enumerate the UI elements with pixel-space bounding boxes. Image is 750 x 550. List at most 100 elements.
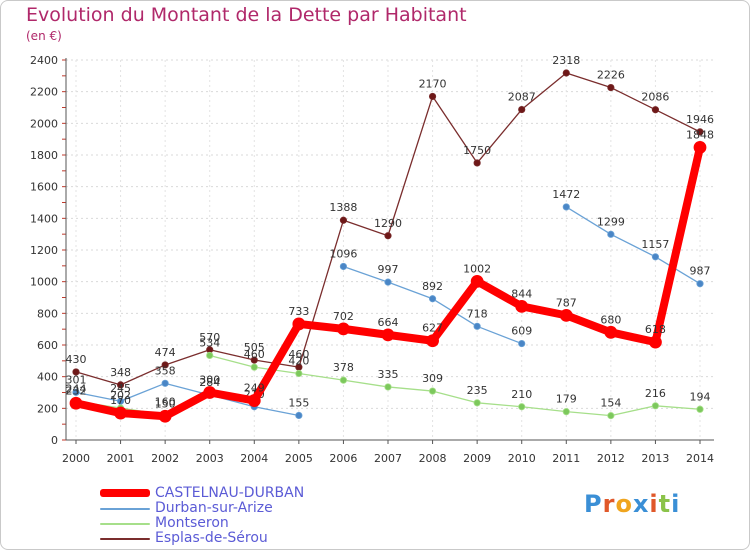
data-label-durban-sur-arize: 718 [467,307,488,320]
data-point-durban-sur-arize [607,230,615,238]
x-tick-label: 2006 [329,452,357,465]
series-segment-castelnau-durban [384,330,437,345]
series-segment-castelnau-durban [651,143,704,347]
series-segment-castelnau-durban [161,388,214,421]
y-tick-label: 1800 [30,149,58,162]
data-point-castelnau-durban [158,409,172,423]
proxiti-logo: Proxiti [584,490,681,518]
data-label-durban-sur-arize: 987 [690,265,711,278]
data-label-montseron: 194 [690,390,711,403]
data-point-montseron [295,369,303,378]
data-point-esplas-de-s-rou [72,368,80,376]
data-point-esplas-de-s-rou [161,361,169,369]
data-label-castelnau-durban: 664 [378,316,399,329]
series-segment-castelnau-durban [473,277,526,311]
data-label-esplas-de-s-rou: 1946 [686,113,714,126]
data-point-esplas-de-s-rou [116,381,125,389]
x-tick-label: 2013 [641,452,669,465]
series-segment-castelnau-durban [562,311,615,337]
data-point-montseron [651,402,660,410]
data-point-montseron [473,399,481,407]
series-segment-esplas-de-s-rou [119,364,166,386]
series-segment-durban-sur-arize [119,382,166,402]
legend-swatch [100,538,150,540]
x-tick-label: 2005 [285,452,313,465]
data-label-castelnau-durban: 249 [244,382,265,395]
series-segment-montseron [431,390,478,404]
data-point-durban-sur-arize [72,388,80,396]
series-segment-castelnau-durban [250,319,303,405]
y-tick-label: 400 [37,371,58,384]
series-segment-esplas-de-s-rou [521,72,567,111]
series-segment-durban-sur-arize [253,406,300,417]
data-point-castelnau-durban [604,325,618,339]
data-label-montseron: 244 [66,382,87,395]
series-segment-esplas-de-s-rou [431,95,478,164]
data-label-esplas-de-s-rou: 1750 [463,144,491,157]
data-label-esplas-de-s-rou: 460 [288,348,309,361]
data-label-durban-sur-arize: 284 [199,376,220,389]
legend-swatch [100,508,150,510]
data-point-durban-sur-arize [428,295,437,303]
series-segment-durban-sur-arize [387,281,434,300]
series-segment-montseron [521,406,567,413]
data-label-montseron: 309 [422,372,443,385]
series-segment-montseron [209,354,255,368]
data-point-esplas-de-s-rou [607,83,615,92]
data-point-durban-sur-arize [295,411,303,420]
data-point-esplas-de-s-rou [428,92,437,101]
legend-label: CASTELNAU-DURBAN [155,485,305,501]
data-point-castelnau-durban [292,317,306,331]
data-label-castelnau-durban: 844 [511,287,532,300]
y-tick-label: 1600 [30,181,58,194]
data-label-durban-sur-arize: 358 [155,364,176,377]
y-tick-label: 200 [37,402,58,415]
series-segment-durban-sur-arize [610,233,657,258]
x-tick-label: 2000 [62,452,90,465]
data-point-esplas-de-s-rou [250,356,258,364]
data-point-castelnau-durban [470,274,484,288]
x-tick-label: 2010 [508,452,536,465]
data-point-castelnau-durban [559,308,573,322]
data-label-montseron: 420 [288,355,309,368]
series-segment-castelnau-durban [72,399,125,418]
data-point-esplas-de-s-rou [651,106,660,114]
series-segment-esplas-de-s-rou [298,219,345,368]
data-point-durban-sur-arize [473,322,481,330]
data-label-esplas-de-s-rou: 2318 [552,54,580,67]
data-point-castelnau-durban [247,394,261,407]
series-segment-castelnau-durban [606,328,660,347]
data-label-durban-sur-arize: 609 [511,325,532,338]
y-tick-label: 2200 [30,86,58,99]
x-tick-label: 2012 [597,452,625,465]
data-label-esplas-de-s-rou: 348 [110,366,131,379]
data-label-esplas-de-s-rou: 1388 [329,201,357,214]
data-point-durban-sur-arize [562,203,570,211]
data-label-montseron: 210 [511,388,532,401]
x-tick-label: 2004 [240,452,268,465]
data-point-castelnau-durban [693,140,707,154]
series-segment-castelnau-durban [116,409,170,421]
series-segment-durban-sur-arize [476,325,523,345]
series-segment-durban-sur-arize [342,265,389,283]
data-point-durban-sur-arize [384,278,392,286]
y-tick-label: 2000 [30,117,58,130]
series-segment-esplas-de-s-rou [75,371,122,386]
series-segment-montseron [387,386,434,392]
data-point-castelnau-durban [515,299,529,313]
data-point-montseron [250,363,258,371]
series-segment-esplas-de-s-rou [342,219,389,237]
data-label-castelnau-durban: 232 [66,384,87,397]
series-segment-durban-sur-arize [565,206,612,235]
series-segment-castelnau-durban [294,319,348,333]
data-label-durban-sur-arize: 1096 [329,247,357,260]
data-label-castelnau-durban: 1002 [463,262,491,275]
data-point-montseron [428,387,437,395]
y-tick-label: 0 [51,434,58,447]
data-point-durban-sur-arize [651,253,660,261]
chart-title: Evolution du Montant de la Dette par Hab… [26,4,467,26]
data-point-montseron [607,412,615,420]
legend-label: Durban-sur-Arize [155,500,273,516]
